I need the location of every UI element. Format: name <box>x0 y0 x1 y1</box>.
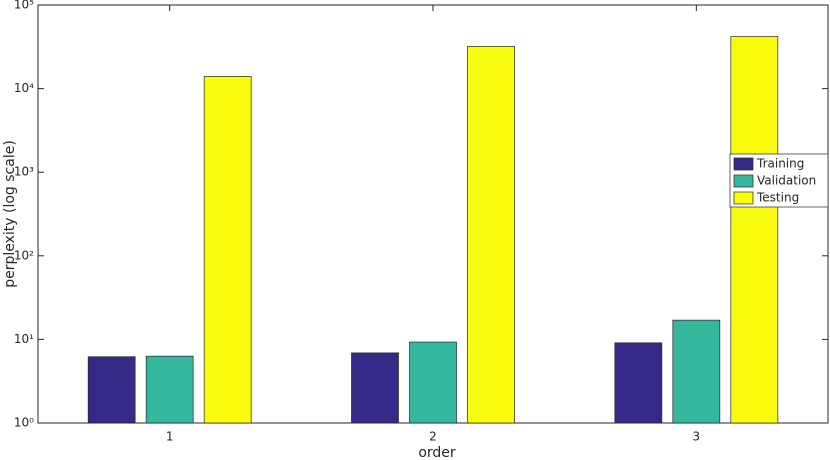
y-tick-label: 10⁴ <box>14 81 34 95</box>
x-axis-label: order <box>418 445 456 460</box>
bar <box>672 319 721 424</box>
bar <box>409 341 457 424</box>
bar <box>730 36 779 424</box>
legend-label: Testing <box>756 191 799 205</box>
bar <box>351 352 399 424</box>
legend-swatch <box>733 174 754 188</box>
legend-label: Validation <box>757 174 816 188</box>
y-tick-label: 10³ <box>14 165 34 179</box>
legend-swatch <box>733 157 754 171</box>
y-axis-label: perplexity (log scale) <box>2 140 18 288</box>
y-tick-label: 10⁵ <box>14 0 34 12</box>
bar <box>145 355 194 424</box>
legend-label: Training <box>756 157 804 171</box>
bar <box>467 46 515 424</box>
y-tick-label: 10¹ <box>14 332 34 346</box>
y-tick-label: 10² <box>14 248 34 262</box>
bar <box>614 342 663 424</box>
bar <box>87 356 136 424</box>
x-tick-label: 3 <box>693 430 701 444</box>
x-tick-label: 1 <box>166 430 174 444</box>
legend-swatch <box>733 191 754 205</box>
bar <box>203 76 252 424</box>
x-tick-label: 2 <box>429 430 437 444</box>
y-tick-label: 10⁰ <box>14 416 34 430</box>
